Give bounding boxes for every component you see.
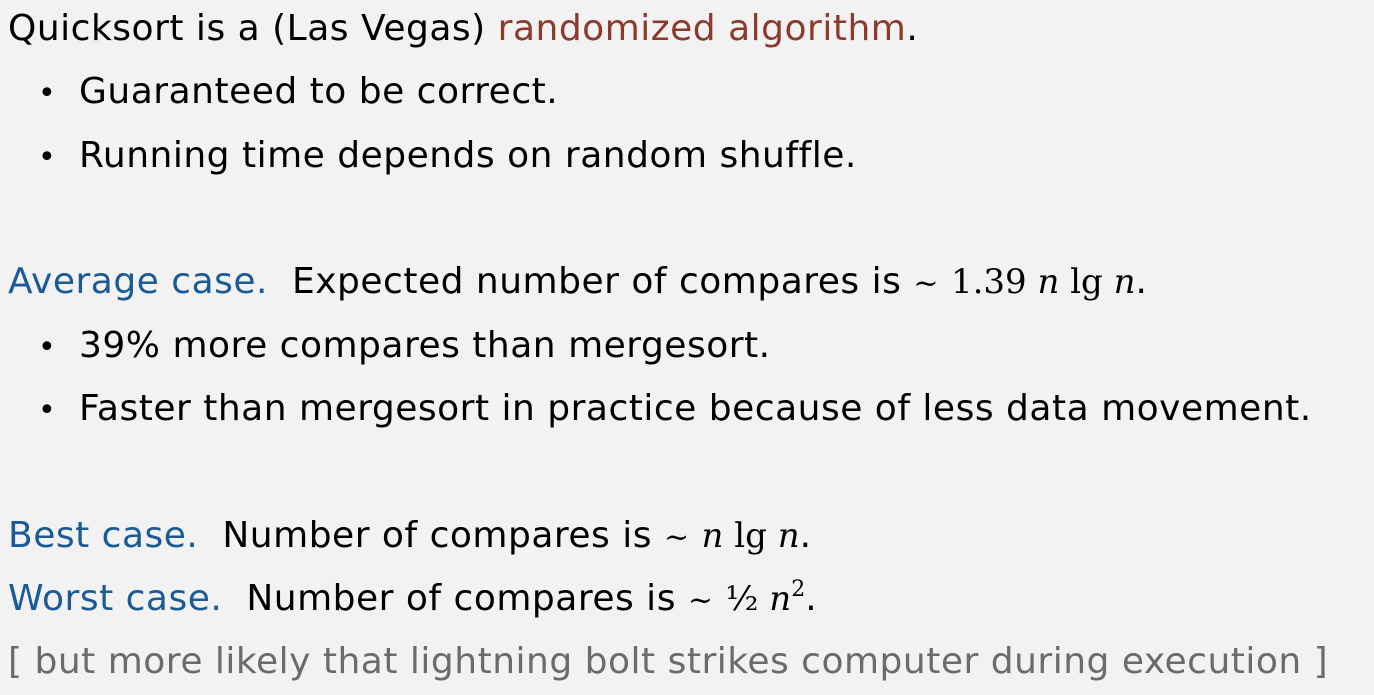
worst-case-formula: ½ n2 — [725, 577, 806, 620]
worst-case-text: Number of compares is — [246, 578, 676, 619]
worst-case-label: Worst case. — [8, 578, 223, 619]
intro-bullet-2-text: Running time depends on random shuffle. — [79, 135, 857, 176]
bullet-icon: • — [38, 330, 57, 365]
average-bullet-2: • Faster than mergesort in practice becau… — [38, 387, 1312, 433]
lightning-note: [ but more likely that lightning bolt st… — [8, 641, 1329, 682]
average-case-text: Expected number of compares is — [291, 261, 902, 302]
tilde-symbol: ~ — [913, 266, 939, 301]
average-bullet-1: • 39% more compares than mergesort. — [38, 324, 771, 370]
best-case-formula: n lg n — [701, 516, 800, 556]
intro-suffix: . — [906, 8, 919, 49]
average-bullet-2-text: Faster than mergesort in practice becaus… — [79, 388, 1312, 429]
best-case-label: Best case. — [8, 515, 199, 556]
randomized-algorithm-link[interactable]: randomized algorithm — [497, 8, 907, 49]
average-case-line: Average case. Expected number of compares… — [8, 261, 1148, 302]
bullet-icon: • — [38, 393, 57, 428]
tilde-symbol: ~ — [663, 520, 690, 555]
bullet-icon: • — [38, 140, 57, 175]
intro-bullet-2: • Running time depends on random shuffle. — [38, 134, 857, 180]
average-bullet-1-text: 39% more compares than mergesort. — [79, 325, 771, 366]
average-case-label: Average case. — [8, 261, 268, 302]
intro-line: Quicksort is a (Las Vegas) randomized al… — [8, 7, 918, 51]
intro-prefix: Quicksort is a (Las Vegas) — [8, 8, 498, 49]
best-case-line: Best case. Number of compares is ~ n lg n… — [8, 515, 812, 556]
intro-bullet-1: • Guaranteed to be correct. — [38, 70, 558, 116]
worst-case-line: Worst case. Number of compares is ~ ½ n2. — [8, 577, 818, 620]
bullet-icon: • — [38, 76, 57, 111]
tilde-symbol: ~ — [687, 583, 714, 618]
best-case-text: Number of compares is — [222, 515, 652, 556]
intro-bullet-1-text: Guaranteed to be correct. — [79, 71, 559, 112]
average-case-formula: 1.39 n lg n — [950, 262, 1136, 302]
